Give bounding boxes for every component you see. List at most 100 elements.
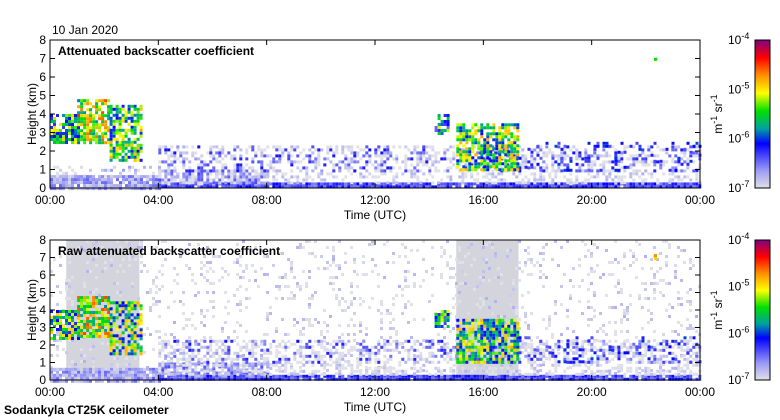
data-cell (317, 321, 320, 324)
data-cell (620, 318, 623, 321)
data-cell (176, 175, 180, 179)
data-cell (518, 240, 521, 243)
data-cell (474, 132, 478, 136)
data-cell (107, 370, 110, 374)
data-cell (242, 185, 246, 189)
data-cell (584, 156, 588, 160)
data-cell (203, 360, 207, 364)
data-cell (533, 166, 537, 170)
data-cell (308, 270, 311, 273)
data-cell (504, 147, 508, 151)
data-cell (413, 166, 417, 170)
data-cell (593, 160, 597, 164)
data-cell (416, 339, 420, 343)
data-cell (575, 151, 579, 155)
data-cell (74, 117, 77, 120)
data-cell (251, 178, 255, 182)
data-cell (176, 357, 180, 361)
data-cell (56, 354, 59, 357)
data-cell (446, 342, 449, 345)
data-cell (89, 291, 92, 294)
data-cell (284, 366, 288, 370)
data-cell (323, 178, 327, 182)
data-cell (320, 148, 324, 152)
data-cell (323, 309, 326, 312)
data-cell (164, 249, 167, 252)
data-cell (593, 270, 596, 273)
data-cell (692, 169, 696, 173)
data-cell (501, 138, 505, 142)
data-cell (245, 363, 249, 367)
data-cell (521, 166, 525, 170)
data-cell (452, 374, 456, 378)
data-cell (221, 348, 225, 352)
data-cell (413, 377, 417, 381)
data-cell (395, 175, 399, 179)
data-cell (404, 154, 408, 158)
data-cell (392, 178, 396, 182)
data-cell (632, 261, 635, 264)
data-cell (488, 374, 492, 378)
data-cell (461, 377, 465, 381)
data-cell (185, 318, 188, 321)
data-cell (143, 367, 146, 371)
data-cell (587, 374, 591, 378)
data-cell (590, 166, 594, 170)
data-cell (515, 374, 519, 378)
data-cell (287, 154, 291, 158)
data-cell (530, 312, 533, 315)
data-cell (197, 351, 201, 355)
data-cell (431, 339, 435, 343)
data-cell (134, 181, 137, 185)
data-cell (257, 160, 261, 164)
data-cell (386, 181, 390, 185)
data-cell (602, 148, 606, 152)
data-cell (212, 282, 215, 285)
data-cell (635, 182, 639, 186)
data-cell (83, 249, 86, 252)
data-cell (650, 318, 653, 321)
data-cell (539, 252, 542, 255)
data-cell (62, 181, 65, 185)
data-cell (251, 377, 255, 381)
data-cell (332, 169, 336, 173)
data-cell (296, 175, 300, 179)
data-cell (116, 175, 119, 179)
data-cell (188, 166, 192, 170)
data-cell (344, 309, 347, 312)
data-cell (575, 162, 579, 166)
data-cell (302, 357, 306, 361)
data-cell (176, 369, 179, 372)
data-cell (383, 172, 387, 176)
data-cell (56, 373, 59, 377)
data-cell (516, 156, 520, 160)
data-cell (275, 377, 279, 381)
data-cell (173, 154, 177, 158)
data-cell (296, 246, 299, 249)
data-cell (449, 351, 452, 354)
data-cell (338, 351, 342, 355)
data-cell (182, 369, 186, 373)
data-cell (257, 178, 261, 182)
data-cell (173, 166, 177, 170)
data-cell (119, 370, 122, 374)
data-cell (233, 368, 237, 372)
data-cell (480, 162, 484, 166)
data-cell (359, 172, 363, 176)
data-cell (563, 175, 567, 179)
data-cell (689, 267, 692, 270)
data-cell (92, 178, 95, 182)
data-cell (449, 354, 453, 358)
data-cell (492, 162, 496, 166)
data-cell (680, 182, 684, 186)
data-cell (320, 339, 324, 343)
data-cell (560, 151, 564, 155)
data-cell (602, 324, 605, 327)
data-cell (572, 151, 576, 155)
data-cell (468, 147, 472, 151)
data-cell (554, 169, 558, 173)
data-cell (221, 363, 225, 367)
data-cell (395, 348, 399, 352)
data-cell (329, 342, 333, 346)
